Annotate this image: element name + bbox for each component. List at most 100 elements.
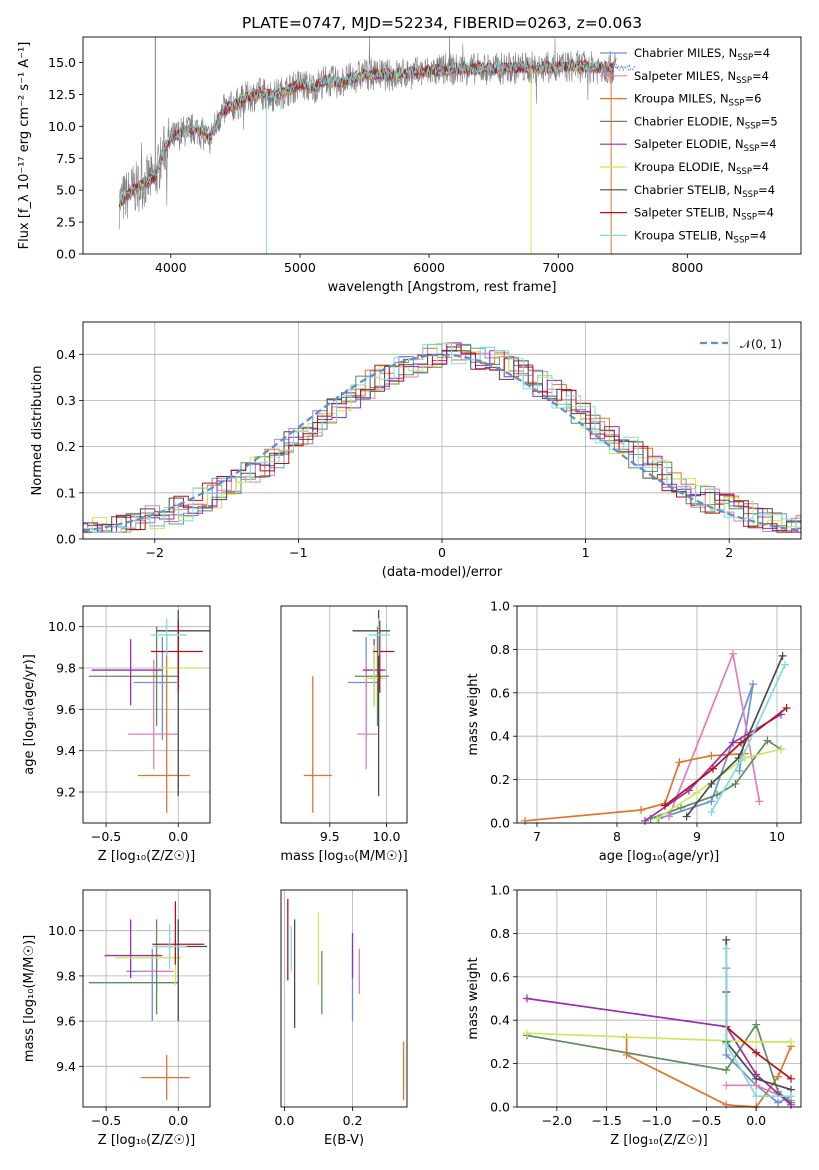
legend-entry-salpeter-miles: Salpeter MILES, NSSP=4 <box>634 69 769 86</box>
marker-salpeter-stelib <box>661 801 669 810</box>
x-tick-label: 8 <box>613 829 621 844</box>
y-tick-label: 15.0 <box>48 55 76 70</box>
y-axis-label: mass weight <box>466 957 481 1039</box>
histogram-chabrier-elodie <box>83 344 801 533</box>
age-vs-z-panel: −0.5 0.0 9.2 9.4 9.6 9.8 10.0 Z [log₁₀(Z/Z☉)] ag… <box>22 605 211 864</box>
marker-chabrier-stelib <box>722 935 731 944</box>
series-chabrier-stelib <box>685 655 784 818</box>
x-tick-label: 5000 <box>284 260 316 275</box>
spectrum-panel: 4000 5000 6000 7000 8000 0.0 2.5 5.0 7.5 10.0 12.5… <box>17 36 802 295</box>
x-tick-label: 0.0 <box>274 1113 294 1128</box>
x-tick-label: 8000 <box>671 260 703 275</box>
marker-chabrier-miles <box>774 1098 783 1107</box>
mass-weight-vs-z-panel: −2.0 −1.5 −1.0 −0.5 0.0 0.0 0.2 0.4 0.6 0.8 1.0 Z [… <box>466 883 802 1148</box>
marker-kroupa-elodie <box>787 1037 796 1046</box>
y-tick-label: 0.2 <box>56 439 76 454</box>
histogram-salpeter-elodie <box>83 342 801 533</box>
histogram-salpeter-miles <box>83 342 801 533</box>
y-tick-label: 0.6 <box>490 685 510 700</box>
legend-entry-kroupa-stelib: Kroupa STELIB, NSSP=4 <box>634 228 766 245</box>
marker-chabrier-miles <box>707 797 716 806</box>
marker-kroupa-stelib <box>781 660 789 669</box>
marker-kroupa-miles <box>675 758 684 767</box>
series-salpeter-stelib <box>664 707 788 807</box>
marker-kroupa-elodie <box>653 814 661 823</box>
series-salpeter-elodie <box>526 997 792 1106</box>
legend-entry-normal: 𝒩(0, 1) <box>740 337 782 351</box>
y-tick-label: 0.0 <box>56 532 76 547</box>
marker-kroupa-stelib <box>737 756 745 765</box>
x-tick-label: 1 <box>582 545 590 560</box>
normal-curve <box>83 353 801 532</box>
spectrum-tail <box>612 62 637 71</box>
y-tick-label: 0.1 <box>56 485 76 500</box>
marker-salpeter-miles <box>665 812 673 821</box>
x-tick-label: −0.5 <box>91 829 121 844</box>
y-axis-label: Flux [f_λ 10⁻¹⁷ erg cm⁻² s⁻¹ A⁻¹] <box>17 42 32 250</box>
y-tick-label: 9.8 <box>56 968 76 983</box>
x-tick-label: 7 <box>533 829 541 844</box>
x-tick-label: 0.0 <box>746 1113 766 1128</box>
legend-entry-kroupa-elodie: Kroupa ELODIE, NSSP=4 <box>634 160 769 177</box>
x-tick-label: 0 <box>438 545 446 560</box>
marker-salpeter-miles <box>729 649 737 658</box>
marker-chabrier-stelib <box>752 1074 761 1083</box>
axes-frame <box>82 889 211 1108</box>
marker-salpeter-elodie <box>522 994 531 1003</box>
marker-salpeter-elodie <box>641 816 649 825</box>
y-tick-label: 0.4 <box>490 729 510 744</box>
histograms <box>83 342 801 533</box>
y-tick-label: 0.6 <box>490 969 510 984</box>
residuals-panel: −2 −1 0 1 2 0.0 0.1 0.2 0.3 0.4 (data-model)/error… <box>30 321 802 580</box>
x-axis-label: Z [log₁₀(Z/Z☉)] <box>98 849 195 864</box>
x-axis-label: mass [log₁₀(M/M☉)] <box>280 849 407 864</box>
x-tick-label: −2.0 <box>542 1113 572 1128</box>
marker-salpeter-stelib <box>782 703 791 712</box>
marker-chabrier-elodie <box>752 1020 761 1029</box>
figure-title: PLATE=0747, MJD=52234, FIBERID=0263, z=0… <box>242 14 642 32</box>
y-tick-label: 10.0 <box>48 119 76 134</box>
axes-frame <box>280 889 408 1108</box>
mass-weight-vs-age-panel: 7 8 9 10 0.0 0.2 0.4 0.6 0.8 1.0 age [log₁₀(age/yr… <box>466 599 802 864</box>
x-tick-label: 7000 <box>542 260 574 275</box>
y-tick-label: 0.8 <box>490 642 510 657</box>
marker-chabrier-stelib <box>707 779 716 788</box>
x-axis-label: age [log₁₀(age/yr)] <box>599 849 720 864</box>
x-tick-label: 9.5 <box>320 829 340 844</box>
marker-salpeter-stelib <box>737 738 745 747</box>
series-kroupa-miles <box>524 752 746 822</box>
legend-entry-chabrier-stelib: Chabrier STELIB, NSSP=4 <box>634 183 775 200</box>
marker-salpeter-stelib <box>709 764 717 773</box>
y-tick-label: 9.6 <box>56 702 76 717</box>
legend-entry-chabrier-miles: Chabrier MILES, NSSP=4 <box>634 46 770 63</box>
x-tick-label: 4000 <box>155 260 187 275</box>
marker-kroupa-stelib <box>722 944 731 953</box>
marker-salpeter-stelib <box>787 1074 796 1083</box>
x-axis-label: Z [log₁₀(Z/Z☉)] <box>610 1133 707 1148</box>
y-tick-label: 10.0 <box>48 619 76 634</box>
x-tick-label: −2 <box>146 545 164 560</box>
y-tick-label: 0.0 <box>56 247 76 262</box>
y-tick-label: 5.0 <box>56 183 76 198</box>
y-tick-label: 0.8 <box>490 926 510 941</box>
legend-entry-salpeter-stelib: Salpeter STELIB, NSSP=4 <box>634 206 774 223</box>
x-axis-label: (data-model)/error <box>382 565 503 580</box>
series-chabrier-elodie <box>650 739 782 820</box>
legend-entry-salpeter-elodie: Salpeter ELODIE, NSSP=4 <box>634 137 777 154</box>
y-tick-label: 0.2 <box>490 1056 510 1071</box>
marker-salpeter-miles <box>722 1081 731 1090</box>
axes-frame <box>82 605 211 824</box>
marker-kroupa-stelib <box>787 1092 796 1101</box>
y-tick-label: 0.2 <box>490 772 510 787</box>
x-axis-label: Z [log₁₀(Z/Z☉)] <box>98 1133 195 1148</box>
marker-kroupa-stelib <box>722 1040 731 1049</box>
y-axis-label: age [log₁₀(age/yr)] <box>22 654 37 775</box>
marker-salpeter-stelib <box>752 1048 761 1057</box>
y-tick-label: 9.4 <box>56 743 76 758</box>
series-kroupa-elodie <box>526 1032 791 1043</box>
axes-frame <box>82 36 802 255</box>
x-axis-label: E(B-V) <box>324 1133 364 1148</box>
marker-chabrier-miles <box>749 680 757 689</box>
y-tick-label: 0.0 <box>490 1100 510 1115</box>
series-kroupa-stelib <box>725 948 791 1098</box>
